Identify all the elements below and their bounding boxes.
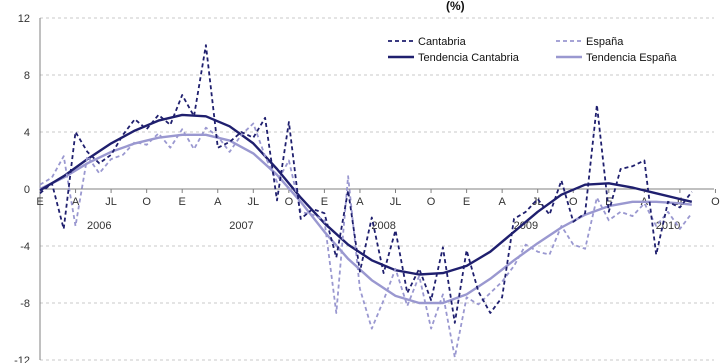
- series-line-tendencia-espana: [39, 133, 692, 305]
- x-tick-label: O: [285, 196, 294, 208]
- x-tick-label: A: [356, 196, 364, 208]
- x-tick-label: E: [321, 196, 328, 208]
- y-tick-label: 4: [24, 127, 30, 139]
- x-tick-label: A: [498, 196, 506, 208]
- year-label: 2007: [229, 220, 253, 232]
- legend: Cantabria España Tendencia Cantabria Tenden…: [388, 36, 677, 64]
- x-tick-label: E: [36, 196, 43, 208]
- x-tick-label: O: [569, 196, 578, 208]
- series-line-cantabria: [39, 44, 693, 324]
- x-tick-label: E: [179, 196, 186, 208]
- legend-label: España: [586, 36, 624, 48]
- x-tick-label: O: [711, 196, 720, 208]
- x-tick-label: JL: [247, 196, 259, 208]
- legend-label: Cantabria: [418, 36, 467, 48]
- legend-label: Tendencia Cantabria: [418, 52, 520, 64]
- year-label: 2008: [371, 220, 395, 232]
- series-line-tendencia-cantabria: [39, 113, 693, 276]
- series-group: [39, 44, 693, 359]
- year-label: 2009: [514, 220, 538, 232]
- series-line-espana: [39, 122, 693, 359]
- y-tick-label: -12: [14, 355, 30, 363]
- y-tick-label: 12: [18, 13, 30, 25]
- x-tick-label: O: [427, 196, 436, 208]
- x-tick-label: A: [72, 196, 80, 208]
- x-tick-label: A: [214, 196, 222, 208]
- x-tick-label: E: [605, 196, 612, 208]
- x-tick-label: JL: [532, 196, 544, 208]
- x-tick-label: E: [463, 196, 470, 208]
- x-tick-label: JL: [390, 196, 402, 208]
- y-tick-label: -4: [20, 241, 30, 253]
- legend-label: Tendencia España: [586, 52, 677, 64]
- x-tick-label: O: [142, 196, 151, 208]
- y-tick-label: 0: [24, 184, 30, 196]
- year-label: 2006: [87, 220, 111, 232]
- y-tick-label: 8: [24, 70, 30, 82]
- x-tick-label: JL: [674, 196, 686, 208]
- chart-title-fragment: (%): [446, 0, 465, 13]
- x-tick-label: JL: [105, 196, 117, 208]
- y-tick-label: -8: [20, 298, 30, 310]
